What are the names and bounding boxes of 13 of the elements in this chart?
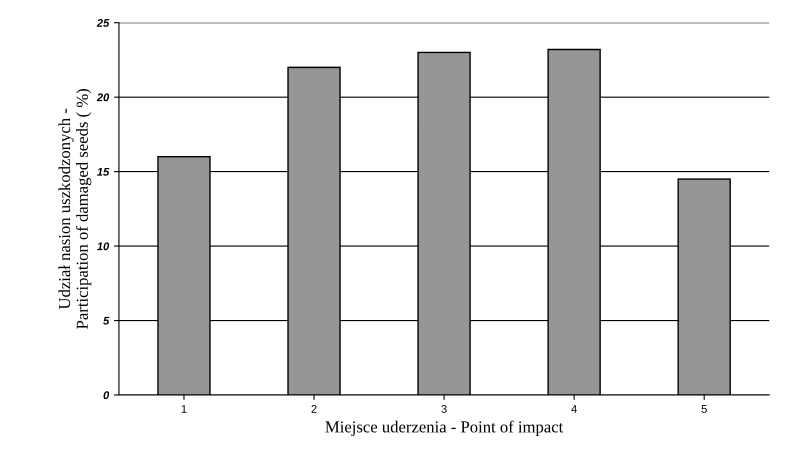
y-tick-label: 5 <box>103 316 110 325</box>
x-tick-label: 1 <box>182 405 187 413</box>
y-tick-label: 15 <box>97 168 110 176</box>
y-tick-label: 20 <box>96 93 110 102</box>
x-axis-title: Miejsce uderzenia - Point of impact <box>325 420 564 436</box>
x-tick-label: 2 <box>312 404 317 413</box>
x-tick-label: 4 <box>571 405 577 413</box>
y-tick-label: 25 <box>96 18 110 27</box>
y-axis-title: Udział nasion uszkodzonych - Participation of damaged seeds ( %) <box>58 89 92 329</box>
y-tick-label: 10 <box>97 242 110 250</box>
y-tick-label: 0 <box>104 391 110 400</box>
x-tick-label: 3 <box>441 404 447 413</box>
x-tick-label: 5 <box>702 405 707 413</box>
